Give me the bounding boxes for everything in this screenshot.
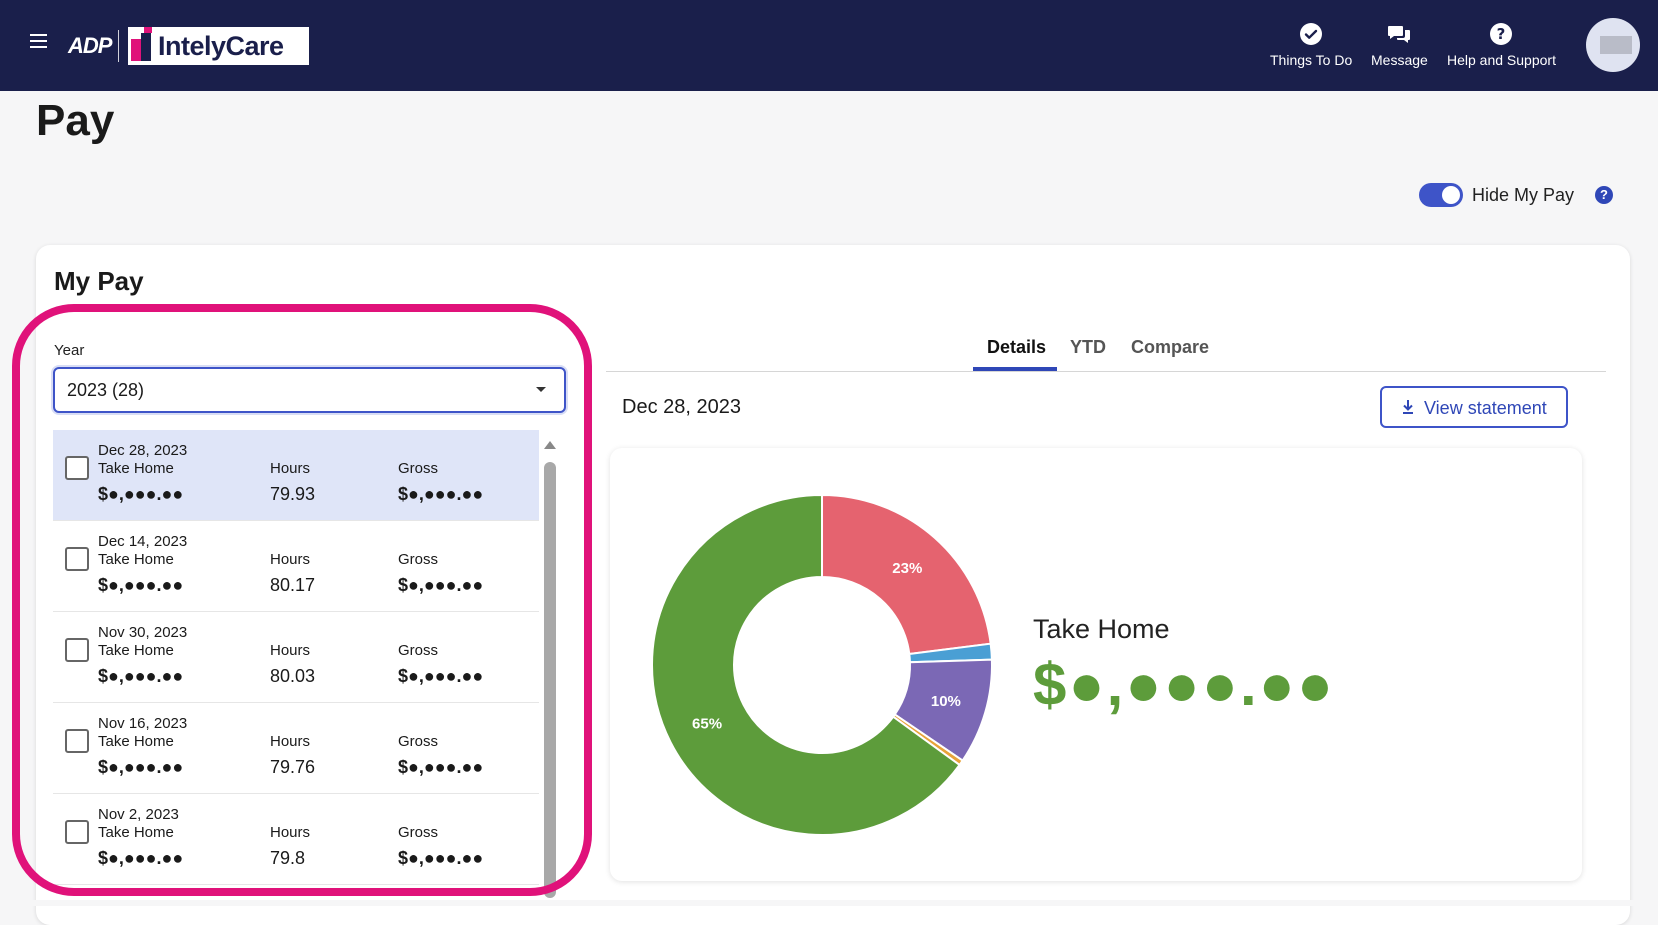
take-home-label: Take Home xyxy=(98,642,174,659)
page-title: Pay xyxy=(36,96,115,145)
donut-slice-0[interactable] xyxy=(821,493,992,656)
scrollbar-thumb[interactable] xyxy=(544,462,556,898)
pay-date: Nov 2, 2023 xyxy=(98,806,179,823)
tab-details[interactable]: Details xyxy=(987,337,1047,357)
pay-date: Nov 16, 2023 xyxy=(98,715,188,732)
tab-compare[interactable]: Compare xyxy=(1131,337,1210,357)
pay-breakdown-donut-chart: 23% 10% 65% xyxy=(651,493,993,836)
page-bottom-edge xyxy=(0,900,1658,906)
hours-label: Hours xyxy=(270,642,311,659)
donut-slice-label: 10% xyxy=(931,693,961,710)
pay-item-checkbox[interactable] xyxy=(65,638,89,662)
gross-value: $●,●●●.●● xyxy=(398,575,484,595)
pay-item-checkbox[interactable] xyxy=(65,456,89,480)
take-home-label: Take Home xyxy=(98,551,174,568)
gross-value: $●,●●●.●● xyxy=(398,848,484,868)
take-home-label: Take Home xyxy=(98,824,174,841)
gross-label: Gross xyxy=(398,733,439,750)
intelycare-logo: IntelyCare xyxy=(128,27,309,65)
donut-slice-label: 23% xyxy=(892,560,922,577)
question-circle-icon: ? xyxy=(1490,23,1513,45)
check-circle-icon xyxy=(1300,23,1323,45)
view-statement-button[interactable]: View statement xyxy=(1380,386,1568,428)
intelycare-mark-icon xyxy=(128,27,158,65)
hide-my-pay-label: Hide My Pay xyxy=(1472,185,1575,205)
gross-label: Gross xyxy=(398,460,439,477)
gross-label: Gross xyxy=(398,824,439,841)
pay-date: Dec 14, 2023 xyxy=(98,533,188,550)
take-home-summary-value: $●,●●●.●● xyxy=(1033,651,1336,718)
pay-item-checkbox[interactable] xyxy=(65,729,89,753)
hours-value: 80.17 xyxy=(270,575,316,595)
hours-value: 79.8 xyxy=(270,848,306,868)
my-pay-title: My Pay xyxy=(54,266,144,296)
nav-things-to-do[interactable]: Things To Do xyxy=(1270,22,1352,68)
hours-value: 80.03 xyxy=(270,666,316,686)
hours-label: Hours xyxy=(270,824,311,841)
pay-item-checkbox[interactable] xyxy=(65,547,89,571)
pay-list-item[interactable]: Nov 30, 2023 Take Home Hours Gross $●,●●… xyxy=(53,612,539,703)
hours-value: 79.76 xyxy=(270,757,316,777)
details-tabs: Details YTD Compare xyxy=(606,331,1606,372)
user-avatar[interactable] xyxy=(1586,18,1640,72)
pay-date: Dec 28, 2023 xyxy=(98,442,188,459)
download-icon xyxy=(1403,400,1413,414)
take-home-value: $●,●●●.●● xyxy=(98,575,184,595)
donut-slice-label: 65% xyxy=(692,716,722,733)
take-home-value: $●,●●●.●● xyxy=(98,666,184,686)
year-select[interactable]: 2023 (28) xyxy=(53,367,566,413)
gross-value: $●,●●●.●● xyxy=(398,757,484,777)
logo-divider xyxy=(118,30,119,62)
gross-value: $●,●●●.●● xyxy=(398,666,484,686)
view-statement-label: View statement xyxy=(1424,398,1547,418)
active-tab-indicator xyxy=(973,367,1057,371)
adp-logo: ADP xyxy=(68,33,112,58)
hide-pay-help-icon[interactable]: ? xyxy=(1595,186,1613,204)
statement-date: Dec 28, 2023 xyxy=(622,396,741,418)
hide-my-pay-toggle[interactable] xyxy=(1419,183,1463,207)
take-home-label: Take Home xyxy=(98,460,174,477)
take-home-value: $●,●●●.●● xyxy=(98,757,184,777)
nav-help-and-support[interactable]: ? Help and Support xyxy=(1447,22,1556,68)
pay-statement-list: Dec 28, 2023 Take Home Hours Gross $●,●●… xyxy=(53,430,539,900)
hours-label: Hours xyxy=(270,733,311,750)
intelycare-wordmark: IntelyCare xyxy=(158,30,284,61)
hours-label: Hours xyxy=(270,460,311,477)
top-navigation-bar: ADP IntelyCare Things To Do Message ? He… xyxy=(0,0,1658,91)
pay-list-item[interactable]: Nov 16, 2023 Take Home Hours Gross $●,●●… xyxy=(53,703,539,794)
gross-value: $●,●●●.●● xyxy=(398,484,484,504)
take-home-value: $●,●●●.●● xyxy=(98,484,184,504)
gross-label: Gross xyxy=(398,551,439,568)
pay-list-item[interactable]: Dec 28, 2023 Take Home Hours Gross $●,●●… xyxy=(53,430,539,521)
nav-message[interactable]: Message xyxy=(1371,22,1428,68)
tab-ytd[interactable]: YTD xyxy=(1070,337,1106,357)
nav-things-to-do-label: Things To Do xyxy=(1270,52,1353,68)
hours-label: Hours xyxy=(270,551,311,568)
nav-help-label: Help and Support xyxy=(1447,52,1556,68)
pay-date: Nov 30, 2023 xyxy=(98,624,188,641)
nav-message-label: Message xyxy=(1371,52,1428,68)
pay-list-item[interactable]: Nov 2, 2023 Take Home Hours Gross $●,●●●… xyxy=(53,794,539,885)
take-home-label: Take Home xyxy=(98,733,174,750)
year-label: Year xyxy=(54,342,85,359)
year-select-value: 2023 (28) xyxy=(67,380,145,400)
pay-list-scrollbar[interactable] xyxy=(543,438,557,898)
svg-text:?: ? xyxy=(1497,25,1506,43)
pay-item-checkbox[interactable] xyxy=(65,820,89,844)
chevron-down-icon xyxy=(536,387,546,392)
hamburger-menu-icon[interactable] xyxy=(30,30,54,54)
gross-label: Gross xyxy=(398,642,439,659)
take-home-summary-label: Take Home xyxy=(1033,614,1170,644)
scroll-up-arrow-icon[interactable] xyxy=(544,441,556,449)
hours-value: 79.93 xyxy=(270,484,316,504)
pay-list-item[interactable]: Dec 14, 2023 Take Home Hours Gross $●,●●… xyxy=(53,521,539,612)
take-home-value: $●,●●●.●● xyxy=(98,848,184,868)
donut-slice-4[interactable] xyxy=(651,493,961,836)
chat-bubbles-icon xyxy=(1388,26,1411,43)
